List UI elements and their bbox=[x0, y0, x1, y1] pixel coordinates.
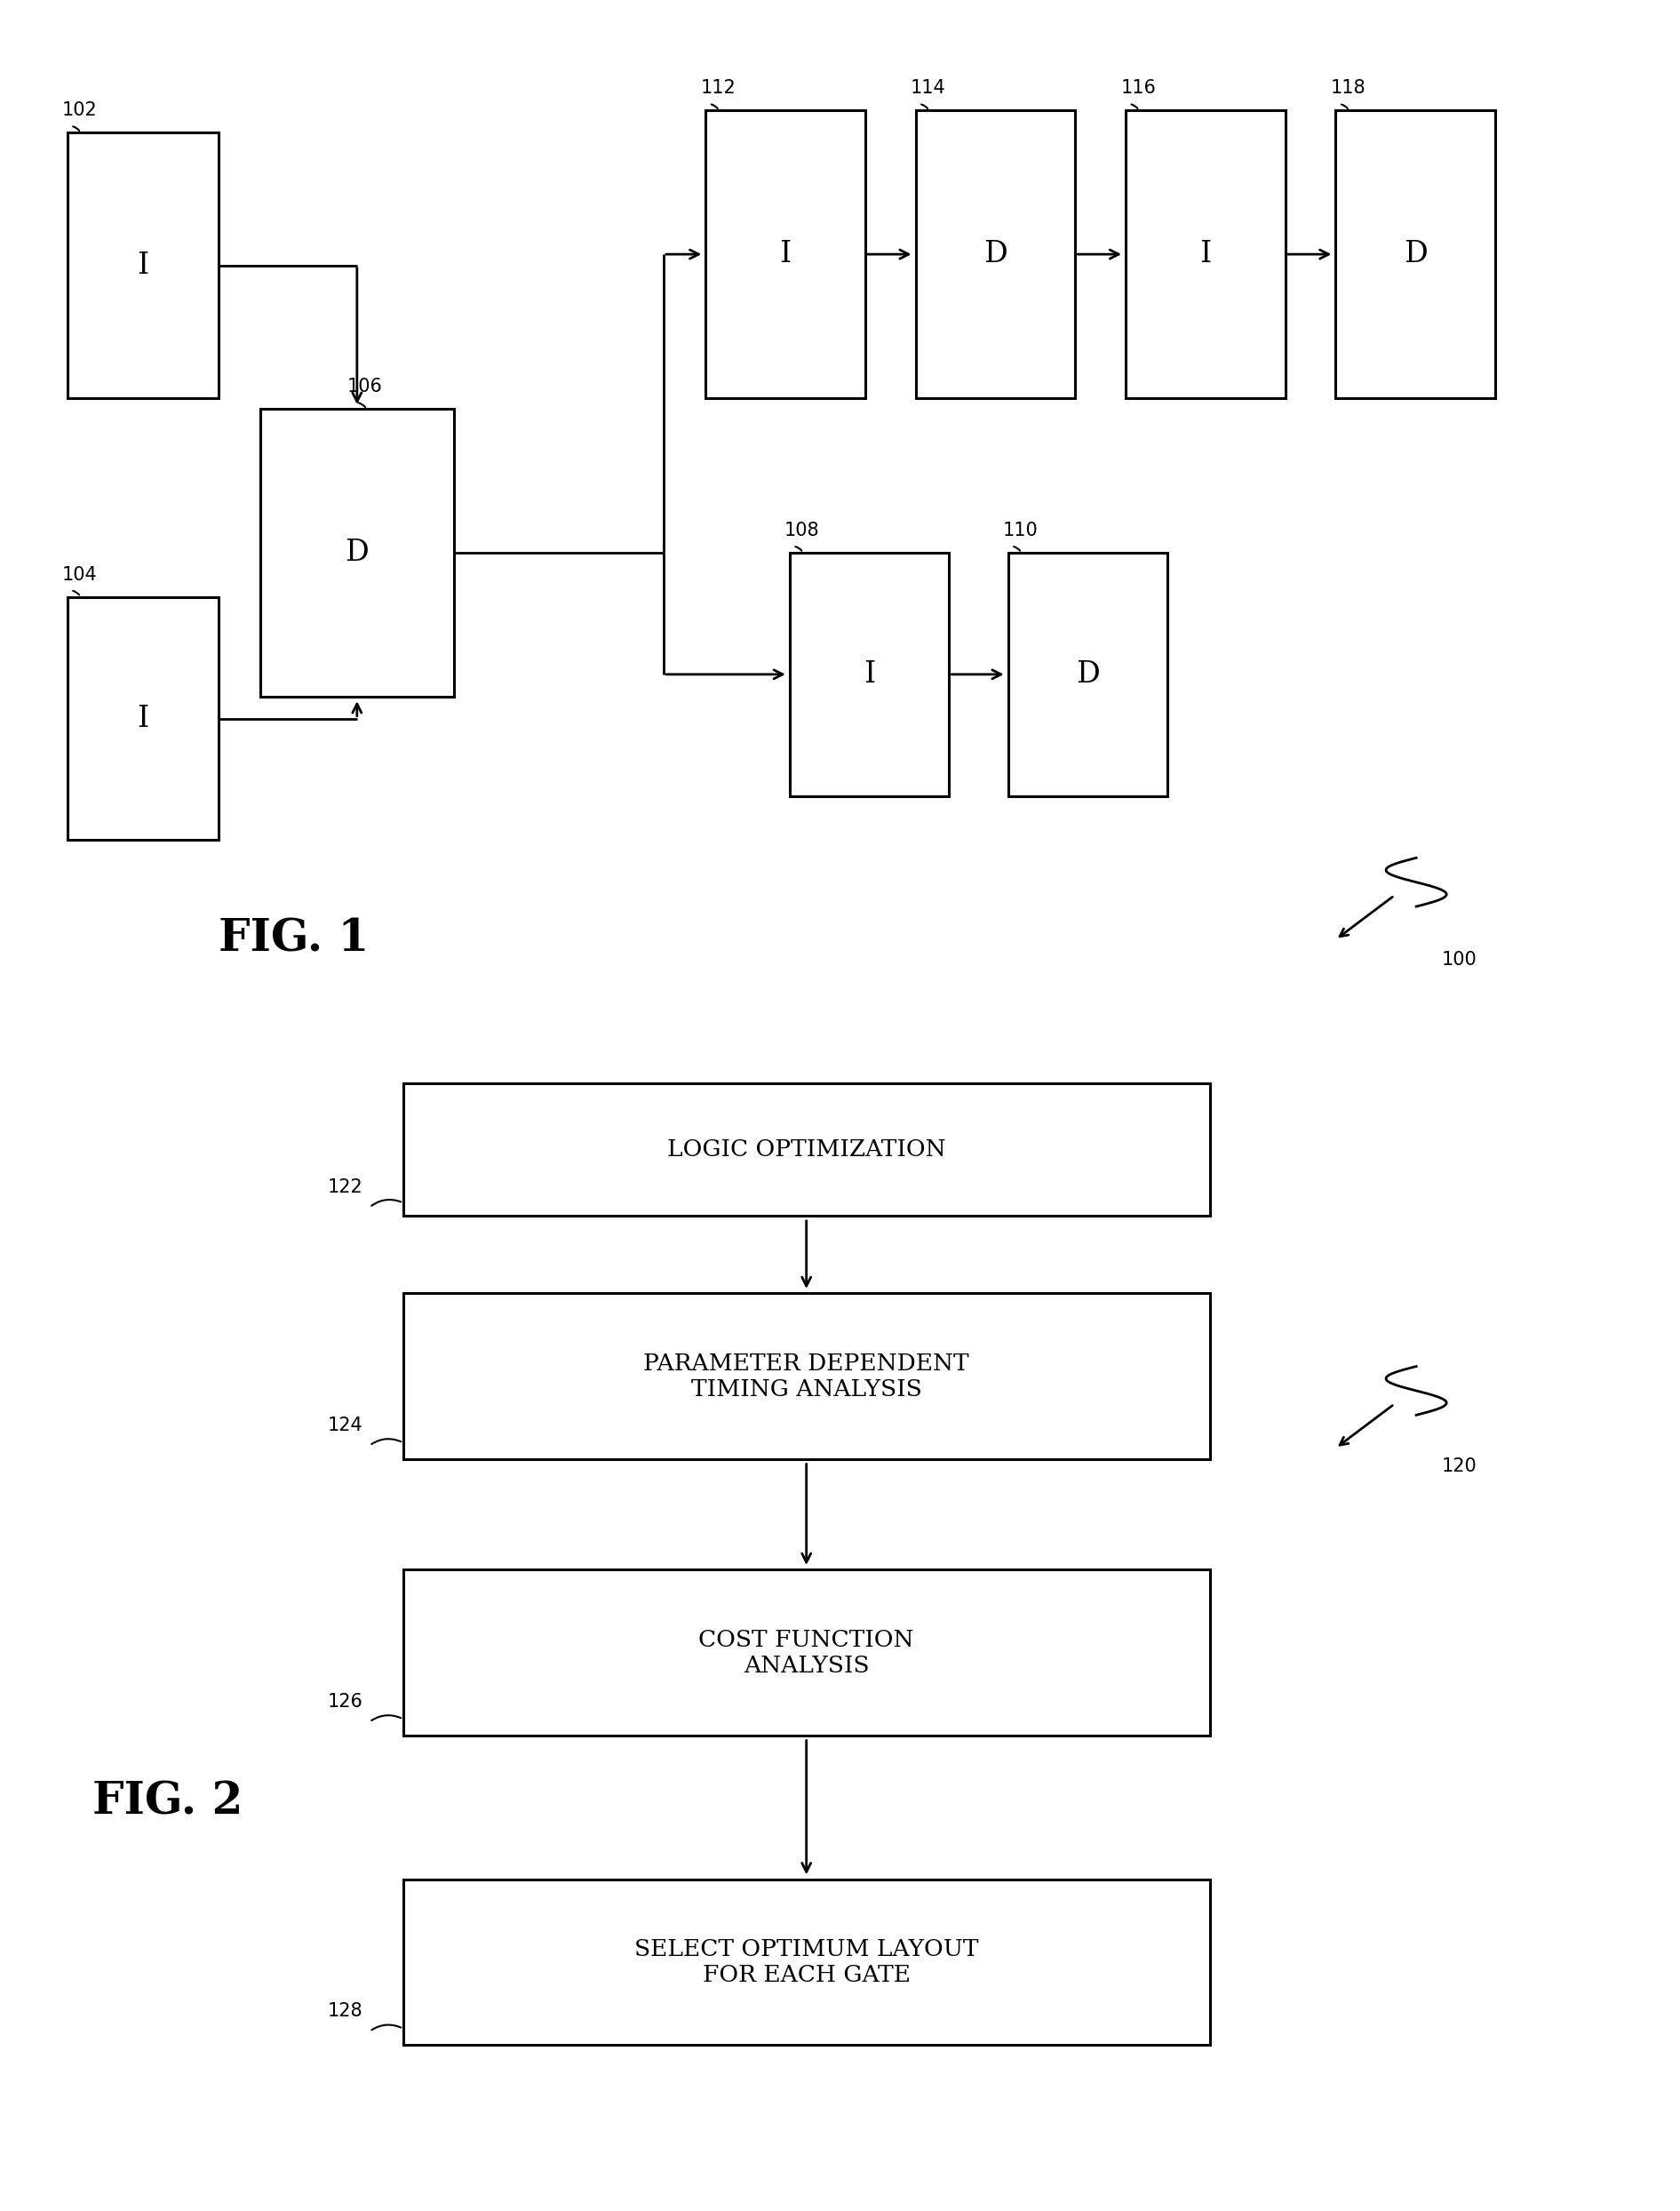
FancyBboxPatch shape bbox=[1008, 553, 1168, 796]
FancyBboxPatch shape bbox=[1126, 111, 1285, 398]
Text: COST FUNCTION
ANALYSIS: COST FUNCTION ANALYSIS bbox=[699, 1630, 914, 1676]
Text: 116: 116 bbox=[1121, 80, 1156, 97]
Text: 126: 126 bbox=[328, 1694, 363, 1711]
Text: 122: 122 bbox=[328, 1178, 363, 1196]
FancyBboxPatch shape bbox=[67, 597, 218, 840]
Text: I: I bbox=[1200, 241, 1211, 268]
Text: I: I bbox=[864, 661, 875, 688]
Text: 106: 106 bbox=[348, 378, 383, 396]
Text: 104: 104 bbox=[62, 566, 97, 584]
FancyBboxPatch shape bbox=[403, 1879, 1210, 2045]
Text: FIG. 2: FIG. 2 bbox=[92, 1780, 244, 1824]
FancyBboxPatch shape bbox=[790, 553, 949, 796]
FancyBboxPatch shape bbox=[260, 409, 454, 696]
Text: 110: 110 bbox=[1003, 522, 1038, 539]
Text: 112: 112 bbox=[701, 80, 736, 97]
Text: 108: 108 bbox=[785, 522, 820, 539]
Text: D: D bbox=[1075, 661, 1100, 688]
Text: LOGIC OPTIMIZATION: LOGIC OPTIMIZATION bbox=[667, 1139, 946, 1161]
Text: FIG. 1: FIG. 1 bbox=[218, 918, 370, 962]
Text: 102: 102 bbox=[62, 102, 97, 119]
FancyBboxPatch shape bbox=[67, 133, 218, 398]
Text: I: I bbox=[780, 241, 791, 268]
Text: 118: 118 bbox=[1331, 80, 1366, 97]
FancyBboxPatch shape bbox=[403, 1083, 1210, 1216]
Text: 114: 114 bbox=[911, 80, 946, 97]
Text: D: D bbox=[983, 241, 1008, 268]
Text: 128: 128 bbox=[328, 2003, 363, 2021]
FancyBboxPatch shape bbox=[403, 1293, 1210, 1459]
Text: SELECT OPTIMUM LAYOUT
FOR EACH GATE: SELECT OPTIMUM LAYOUT FOR EACH GATE bbox=[635, 1939, 978, 1985]
Text: 124: 124 bbox=[328, 1417, 363, 1435]
FancyBboxPatch shape bbox=[916, 111, 1075, 398]
Text: D: D bbox=[344, 539, 370, 566]
Text: 120: 120 bbox=[1441, 1457, 1477, 1475]
Text: 100: 100 bbox=[1441, 951, 1477, 968]
FancyBboxPatch shape bbox=[403, 1570, 1210, 1736]
Text: I: I bbox=[136, 705, 150, 732]
FancyBboxPatch shape bbox=[706, 111, 865, 398]
FancyBboxPatch shape bbox=[1336, 111, 1495, 398]
Text: PARAMETER DEPENDENT
TIMING ANALYSIS: PARAMETER DEPENDENT TIMING ANALYSIS bbox=[643, 1353, 969, 1400]
Text: D: D bbox=[1403, 241, 1428, 268]
Text: I: I bbox=[136, 252, 150, 279]
